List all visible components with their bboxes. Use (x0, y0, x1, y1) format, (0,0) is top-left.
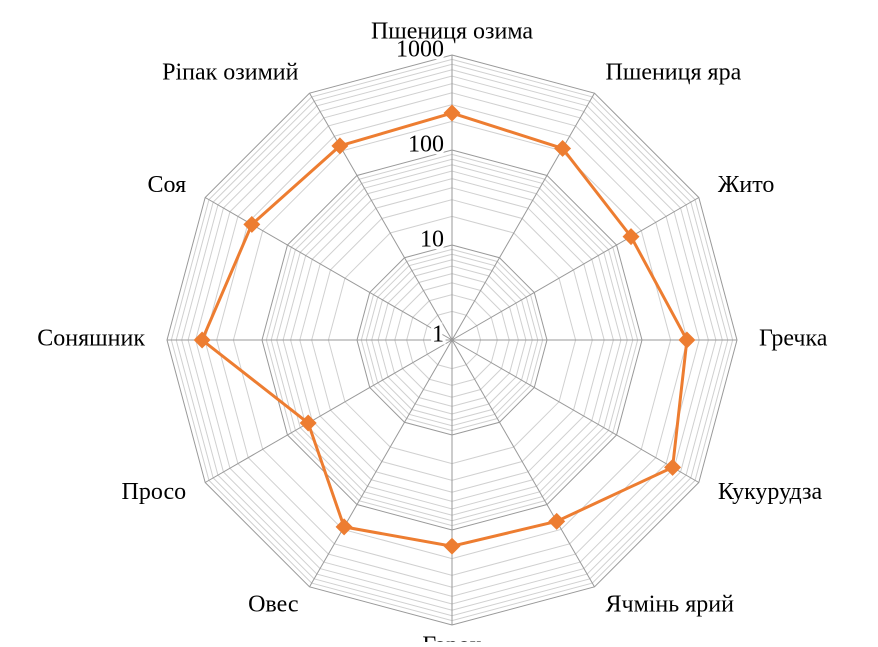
spoke (451, 339, 595, 588)
data-point (299, 414, 317, 432)
series-line (200, 111, 689, 548)
spoke (451, 197, 700, 341)
spoke (309, 339, 453, 588)
category-label: Пшениця озима (371, 19, 533, 45)
spoke (204, 197, 453, 341)
data-point (243, 215, 261, 233)
category-label: Гречка (759, 326, 828, 352)
data-point (664, 458, 682, 476)
spoke (451, 92, 595, 341)
data-point (331, 137, 349, 155)
r-tick-label: 10 (420, 227, 444, 253)
data-point (193, 331, 211, 349)
category-label: Кукурудза (718, 479, 823, 505)
spoke (451, 339, 700, 483)
r-tick-label: 100 (408, 132, 444, 158)
r-tick-label: 1 (432, 322, 444, 348)
data-point (335, 518, 353, 536)
r-tick-label: 1000 (396, 37, 444, 63)
data-point (548, 512, 566, 530)
data-point (443, 104, 461, 122)
category-label: Жито (718, 172, 775, 198)
category-label: Просо (122, 479, 187, 505)
category-label: Ріпак озимий (162, 60, 299, 86)
category-label: Овес (248, 591, 298, 617)
category-label: Соя (148, 172, 187, 198)
data-point (622, 228, 640, 246)
category-label: Пшениця яра (606, 60, 742, 86)
spoke (204, 339, 453, 483)
data-point (678, 331, 696, 349)
category-label: Ячмінь ярий (606, 591, 735, 617)
data-point (554, 139, 572, 157)
spoke (309, 92, 453, 341)
category-label: Горох (422, 633, 481, 643)
data-point (443, 537, 461, 555)
category-label: Соняшник (37, 326, 145, 352)
